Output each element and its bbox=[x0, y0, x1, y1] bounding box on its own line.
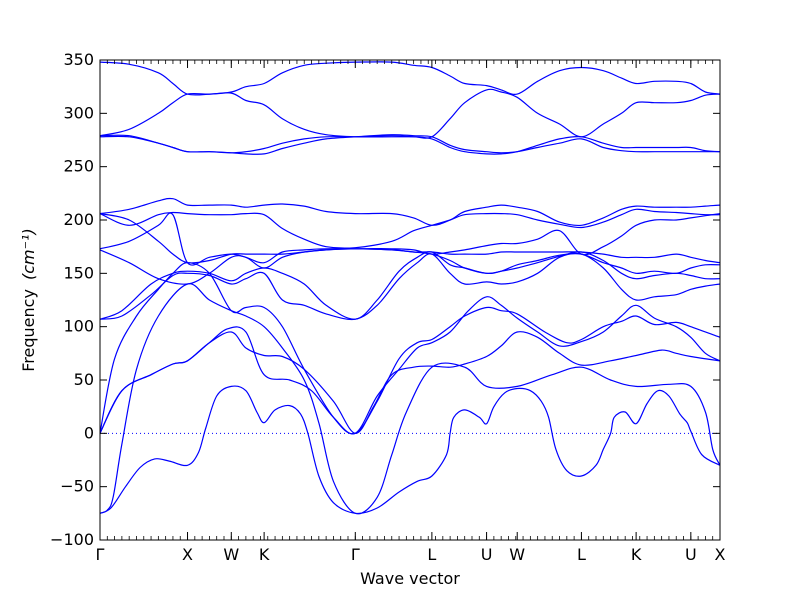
x-tick-label: Γ bbox=[96, 545, 105, 564]
series-line-2 bbox=[99, 283, 721, 515]
x-axis-label: Wave vector bbox=[360, 569, 460, 588]
x-tick-label: X bbox=[715, 545, 726, 564]
series-group bbox=[99, 61, 721, 515]
series-line-8 bbox=[99, 248, 721, 285]
y-tick-label: 0 bbox=[84, 423, 94, 442]
y-tick-label: 50 bbox=[74, 370, 94, 389]
y-axis-label: Frequency (cm⁻¹) bbox=[19, 228, 38, 371]
series-line-14 bbox=[99, 134, 720, 155]
y-tick-label: 150 bbox=[63, 263, 94, 282]
x-tick-label: U bbox=[481, 545, 493, 564]
series-line-11 bbox=[99, 197, 721, 227]
y-tick-label: 350 bbox=[63, 50, 94, 69]
y-axis-ticks: −100 −50 0 50 100 150 200 250 300 350 bbox=[50, 50, 720, 549]
series-line-16 bbox=[99, 61, 721, 96]
x-tick-label: W bbox=[509, 545, 525, 564]
x-tick-label: L bbox=[577, 545, 586, 564]
y-tick-label: 200 bbox=[63, 210, 94, 229]
y-tick-label: −100 bbox=[50, 530, 94, 549]
x-tick-label: Γ bbox=[351, 545, 360, 564]
y-tick-label: 250 bbox=[63, 157, 94, 176]
series-line-12 bbox=[99, 208, 721, 249]
plot-frame bbox=[99, 59, 721, 541]
y-tick-label: −50 bbox=[60, 477, 94, 496]
x-tick-label: K bbox=[259, 545, 270, 564]
series-line-10 bbox=[99, 213, 721, 264]
series-line-1 bbox=[99, 385, 721, 515]
y-tick-label: 300 bbox=[63, 103, 94, 122]
y-axis-label-unit: (cm⁻¹) bbox=[19, 228, 38, 280]
x-tick-label: W bbox=[223, 545, 239, 564]
series-line-4 bbox=[99, 296, 721, 435]
y-tick-label: 100 bbox=[63, 317, 94, 336]
x-tick-label: K bbox=[631, 545, 642, 564]
x-tick-label: X bbox=[182, 545, 193, 564]
y-axis-label-text: Frequency bbox=[19, 289, 38, 372]
plot-background bbox=[100, 60, 720, 540]
x-tick-label: L bbox=[427, 545, 436, 564]
x-tick-label: U bbox=[685, 545, 697, 564]
